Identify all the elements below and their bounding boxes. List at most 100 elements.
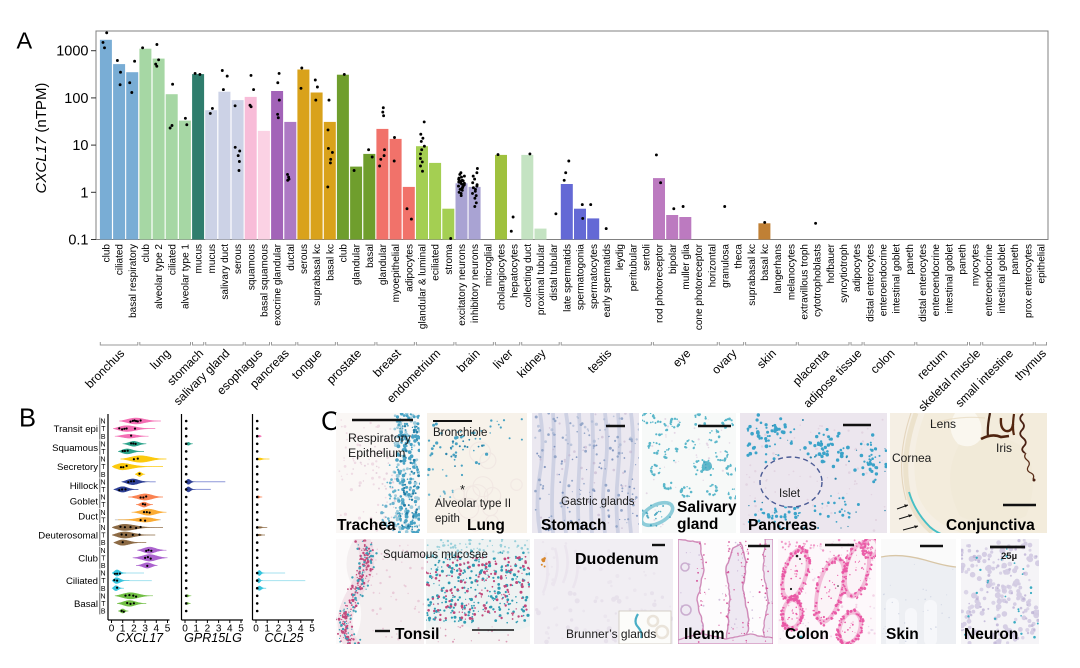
svg-text:ciliated: ciliated xyxy=(167,244,178,275)
svg-text:T: T xyxy=(101,578,106,585)
svg-text:extravillous troph: extravillous troph xyxy=(800,244,811,320)
svg-text:Lung: Lung xyxy=(467,517,505,534)
svg-text:Pancreas: Pancreas xyxy=(748,517,817,534)
svg-text:2: 2 xyxy=(131,624,137,635)
svg-text:Iris: Iris xyxy=(996,441,1012,455)
svg-text:C: C xyxy=(321,406,340,436)
svg-text:alveolar type 1: alveolar type 1 xyxy=(181,244,192,309)
svg-text:Ciliated: Ciliated xyxy=(66,576,98,587)
svg-text:basal kc: basal kc xyxy=(325,244,336,281)
svg-text:spermatocytes: spermatocytes xyxy=(589,244,600,309)
svg-text:leydig: leydig xyxy=(615,244,626,270)
svg-text:Respiratory: Respiratory xyxy=(348,431,412,445)
svg-text:3: 3 xyxy=(142,624,148,635)
svg-text:theca: theca xyxy=(734,244,745,269)
svg-text:Cornea: Cornea xyxy=(892,451,932,465)
svg-text:5: 5 xyxy=(238,624,244,635)
svg-text:muller glia: muller glia xyxy=(681,244,692,290)
svg-text:granulosa: granulosa xyxy=(720,244,731,288)
svg-text:prox enterocytes: prox enterocytes xyxy=(1023,244,1034,318)
svg-text:1: 1 xyxy=(80,185,88,201)
svg-text:exocrine glandular: exocrine glandular xyxy=(273,243,284,325)
svg-text:Gastric glands: Gastric glands xyxy=(561,496,635,508)
svg-text:B: B xyxy=(101,586,106,593)
svg-text:T: T xyxy=(101,555,106,562)
svg-text:Epithelium: Epithelium xyxy=(348,446,405,460)
svg-text:suprabasal kc: suprabasal kc xyxy=(312,244,323,306)
svg-text:intestinal goblet: intestinal goblet xyxy=(944,244,955,314)
svg-text:Tonsil: Tonsil xyxy=(395,626,440,643)
svg-text:*: * xyxy=(460,482,465,497)
svg-text:Alveolar type II: Alveolar type II xyxy=(435,498,511,510)
svg-text:club: club xyxy=(339,244,350,263)
svg-text:3: 3 xyxy=(216,624,222,635)
svg-text:Secretory: Secretory xyxy=(57,462,98,473)
svg-text:distal tubular: distal tubular xyxy=(549,243,560,300)
svg-text:adipocytes: adipocytes xyxy=(404,244,415,292)
svg-text:adipocytes: adipocytes xyxy=(852,244,863,292)
svg-text:CXCL17 (nTPM): CXCL17 (nTPM) xyxy=(33,83,50,194)
svg-text:intestinal goblet: intestinal goblet xyxy=(892,244,903,314)
svg-text:N: N xyxy=(100,441,105,448)
svg-text:epith: epith xyxy=(435,513,460,525)
svg-text:distal enterocytes: distal enterocytes xyxy=(865,244,876,322)
svg-text:mucus: mucus xyxy=(194,244,205,273)
svg-text:hepatocytes: hepatocytes xyxy=(510,244,521,298)
svg-text:Hillock: Hillock xyxy=(70,481,98,492)
svg-text:2: 2 xyxy=(276,624,282,635)
svg-text:N: N xyxy=(100,457,105,464)
svg-text:langerhans: langerhans xyxy=(773,244,784,293)
svg-text:N: N xyxy=(100,495,105,502)
svg-text:Colon: Colon xyxy=(785,626,829,643)
svg-text:syncytiotroph: syncytiotroph xyxy=(839,244,850,303)
svg-text:enteroendocrine: enteroendocrine xyxy=(879,244,890,317)
svg-text:N: N xyxy=(100,479,105,486)
svg-text:salivary duct: salivary duct xyxy=(220,244,231,300)
svg-text:bipolar: bipolar xyxy=(668,243,679,274)
svg-text:Basal: Basal xyxy=(74,599,98,610)
svg-text:0: 0 xyxy=(109,624,115,635)
svg-text:paneth: paneth xyxy=(905,244,916,275)
svg-text:serous: serous xyxy=(299,244,310,274)
svg-text:proximal tubular: proximal tubular xyxy=(536,243,547,315)
svg-text:collecting duct: collecting duct xyxy=(523,244,534,308)
svg-text:paneth: paneth xyxy=(1010,244,1021,275)
svg-text:glandular & luminal: glandular & luminal xyxy=(418,244,429,329)
svg-text:Lens: Lens xyxy=(930,417,956,431)
svg-text:paneth: paneth xyxy=(958,244,969,275)
svg-text:basal respiratory: basal respiratory xyxy=(128,244,139,318)
svg-text:T: T xyxy=(101,517,106,524)
svg-text:A: A xyxy=(17,28,33,54)
svg-text:Goblet: Goblet xyxy=(70,496,99,507)
svg-text:myoepithelial: myoepithelial xyxy=(391,244,402,302)
svg-text:club: club xyxy=(102,244,113,263)
svg-text:inhibitory neurons: inhibitory neurons xyxy=(470,244,481,323)
svg-text:1: 1 xyxy=(193,624,199,635)
svg-text:N: N xyxy=(100,571,105,578)
svg-text:25µ: 25µ xyxy=(1001,551,1017,562)
svg-text:cytotrophoblasts: cytotrophoblasts xyxy=(813,244,824,317)
svg-text:excitatory neurons: excitatory neurons xyxy=(457,244,468,326)
svg-text:Ileum: Ileum xyxy=(684,626,724,643)
svg-text:rod photoreceptor: rod photoreceptor xyxy=(655,243,666,323)
svg-text:B: B xyxy=(19,405,36,433)
svg-text:B: B xyxy=(101,609,106,616)
svg-text:T: T xyxy=(101,426,106,433)
svg-text:Duodenum: Duodenum xyxy=(575,551,659,568)
svg-text:T: T xyxy=(101,487,106,494)
svg-text:ciliated: ciliated xyxy=(115,244,126,275)
svg-text:N: N xyxy=(100,593,105,600)
svg-text:B: B xyxy=(101,540,106,547)
svg-text:glandular: glandular xyxy=(352,243,363,285)
svg-text:CXCL17: CXCL17 xyxy=(116,631,164,645)
svg-text:gland: gland xyxy=(677,516,718,533)
svg-text:Skin: Skin xyxy=(886,626,919,643)
svg-text:Squamous mucosae: Squamous mucosae xyxy=(383,549,488,561)
svg-text:stroma: stroma xyxy=(444,244,455,275)
svg-text:5: 5 xyxy=(309,624,315,635)
svg-text:0.1: 0.1 xyxy=(68,233,88,249)
svg-text:enteroendocrine: enteroendocrine xyxy=(984,244,995,317)
svg-text:4: 4 xyxy=(227,624,233,635)
svg-text:100: 100 xyxy=(64,91,88,107)
svg-text:T: T xyxy=(101,533,106,540)
